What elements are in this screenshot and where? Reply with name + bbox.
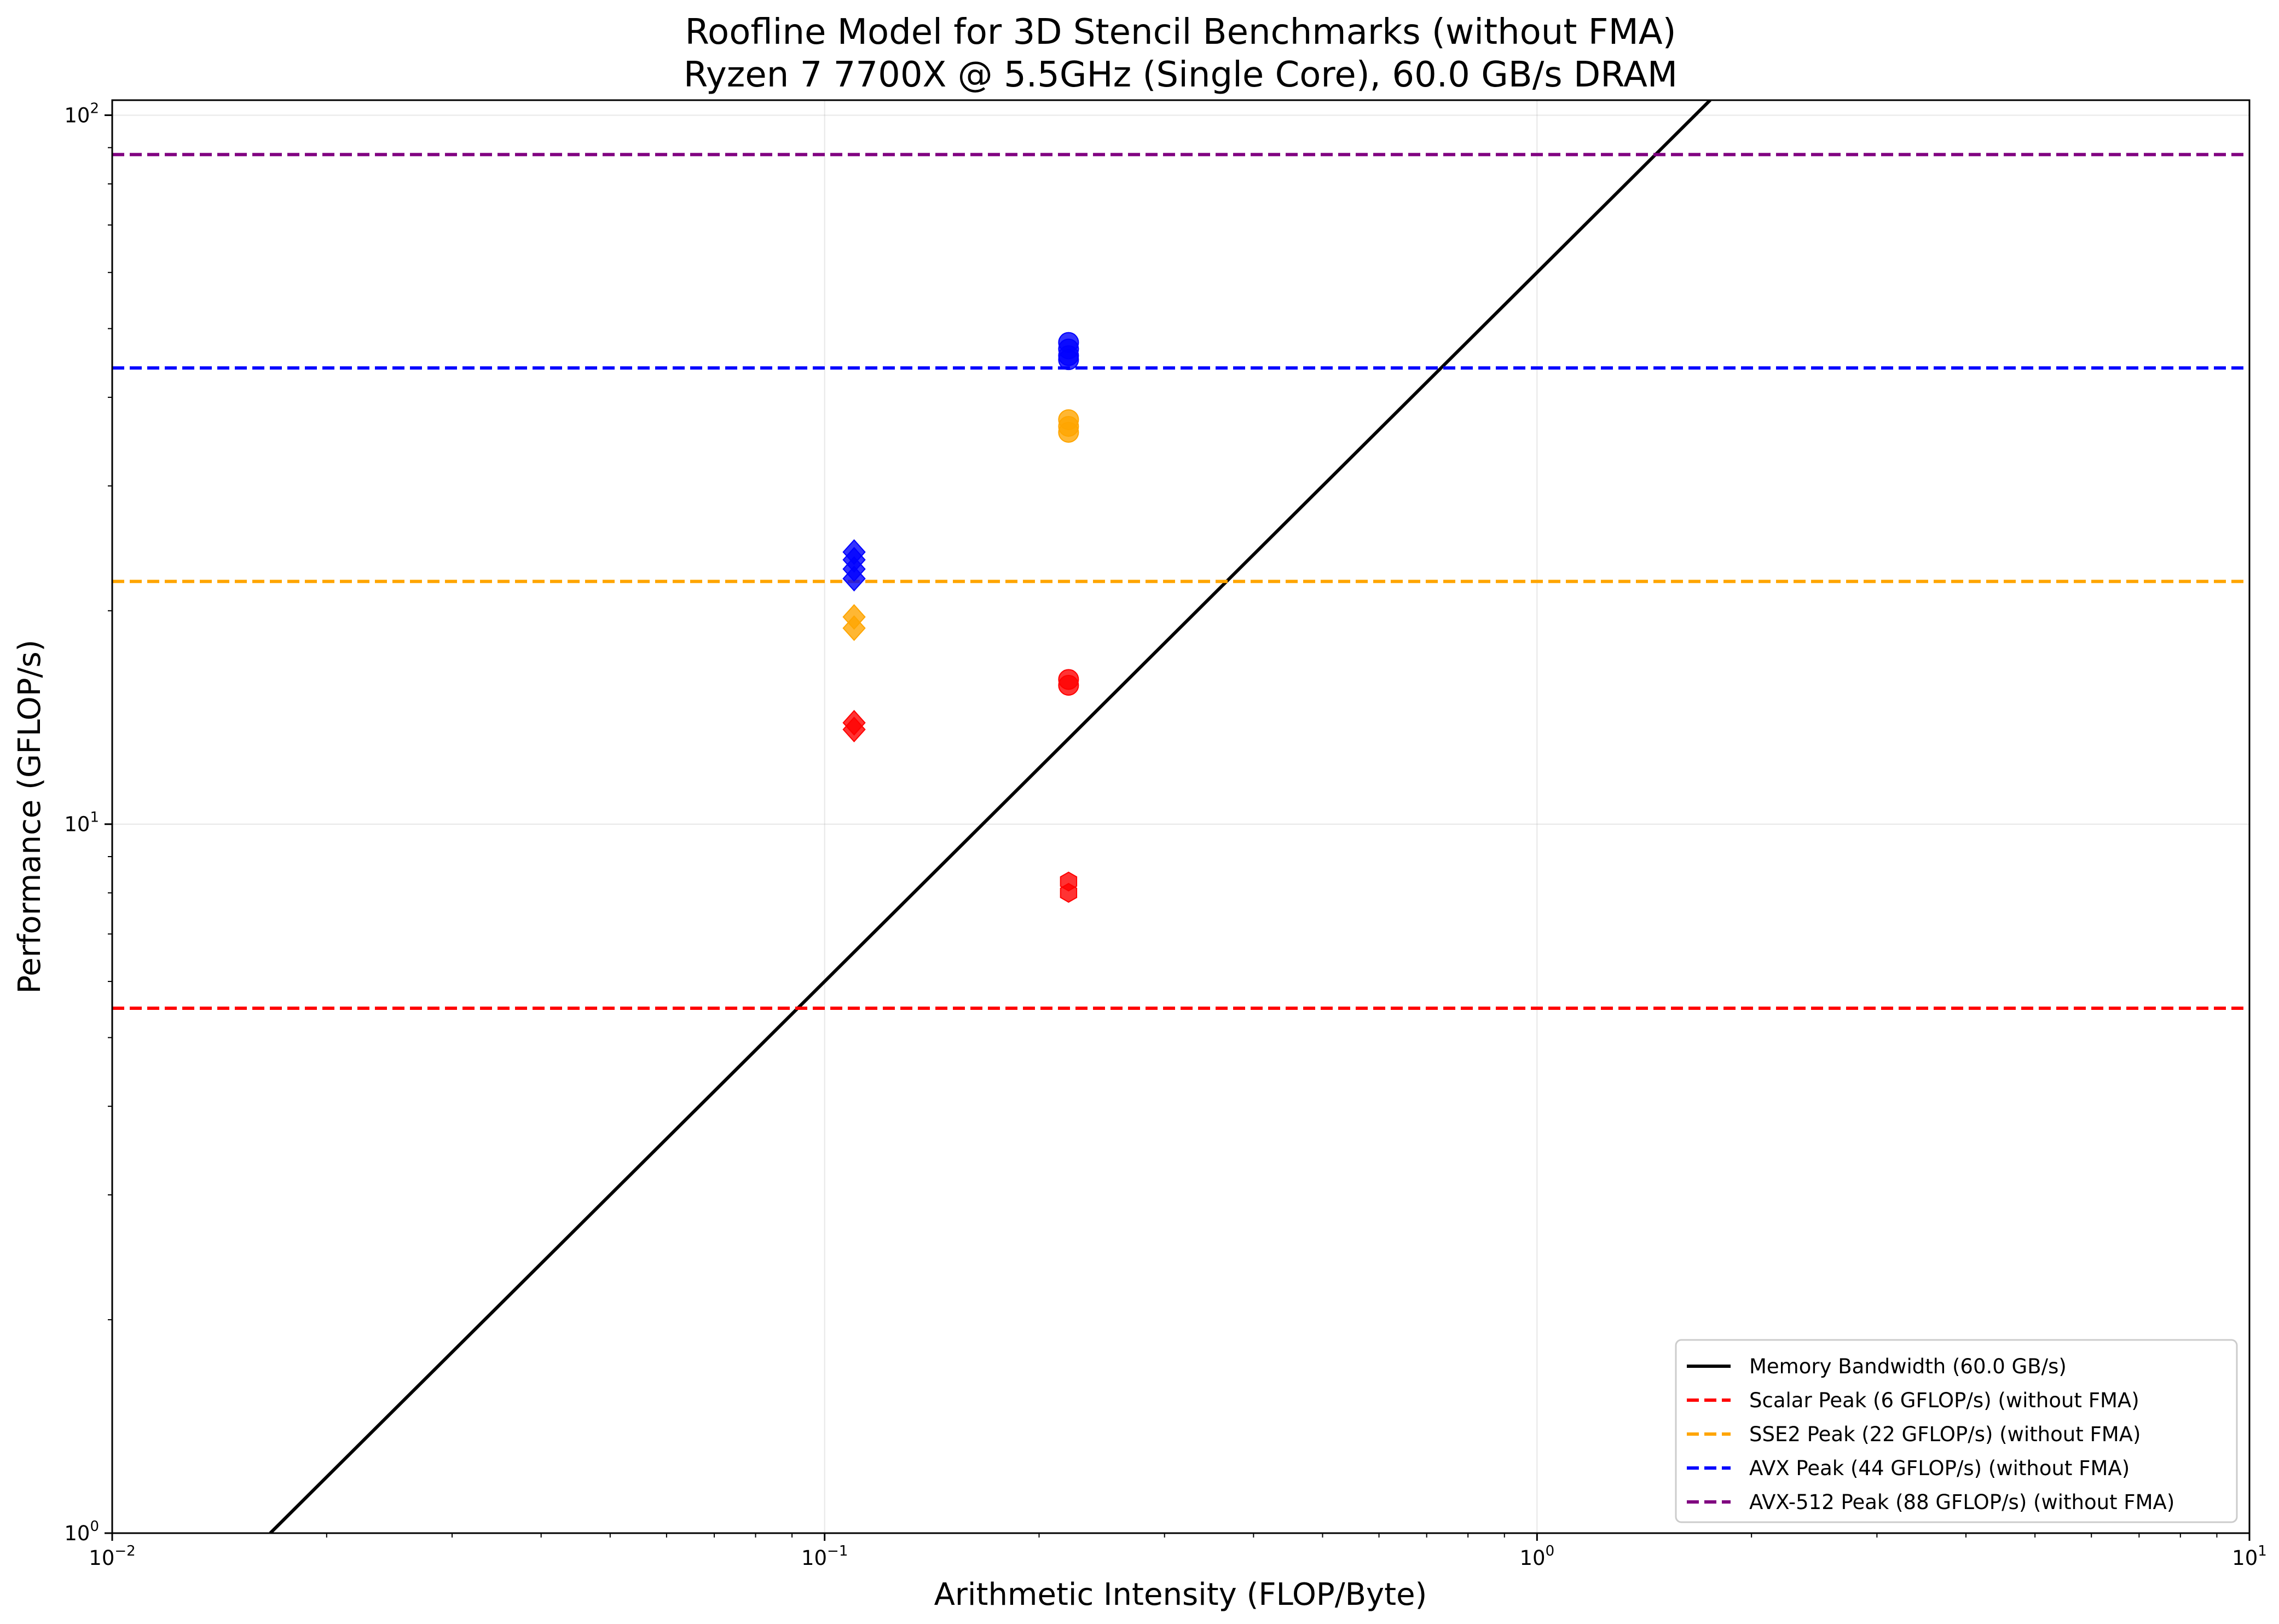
y-tick-label: 101 xyxy=(64,810,99,836)
y-tick-label-base: 10 xyxy=(64,1522,90,1545)
x-axis-label: Arithmetic Intensity (FLOP/Byte) xyxy=(934,1577,1427,1613)
legend-label: AVX Peak (44 GFLOP/s) (without FMA) xyxy=(1749,1457,2130,1480)
data-point-circle xyxy=(1058,349,1079,371)
data-point-circle xyxy=(1058,674,1079,696)
roofline-lines xyxy=(112,100,2249,1533)
plot-area-frame xyxy=(111,99,2251,1534)
x-axis-ticks: 10−2 10−1 100 101 xyxy=(89,1533,2267,1570)
x-tick-label-base: 10 xyxy=(1520,1546,1546,1570)
bandwidth-line xyxy=(269,100,1711,1533)
x-tick-label-exponent: 1 xyxy=(2258,1543,2267,1559)
y-tick-label-exponent: 2 xyxy=(90,100,99,117)
x-tick-label: 100 xyxy=(1520,1543,1555,1570)
x-tick-label-base: 10 xyxy=(89,1546,114,1570)
y-tick-label-base: 10 xyxy=(64,813,90,836)
legend: Memory Bandwidth (60.0 GB/s) Scalar Peak … xyxy=(1675,1339,2238,1523)
legend-label: SSE2 Peak (22 GFLOP/s) (without FMA) xyxy=(1749,1423,2141,1446)
x-tick-label-base: 10 xyxy=(801,1546,827,1570)
benchmark-points xyxy=(842,332,1079,903)
data-point-diamond xyxy=(842,565,866,592)
chart-subtitle: Ryzen 7 7700X @ 5.5GHz (Single Core), 60… xyxy=(684,55,1678,95)
data-point-diamond xyxy=(842,615,866,641)
x-tick-label: 101 xyxy=(2232,1543,2267,1570)
x-tick-label-exponent: 0 xyxy=(1546,1543,1555,1559)
x-tick-label: 10−2 xyxy=(89,1543,135,1570)
data-point-circle xyxy=(1058,421,1079,443)
x-tick-label-exponent: −1 xyxy=(827,1543,848,1559)
y-tick-label-exponent: 0 xyxy=(90,1518,99,1535)
y-tick-label: 102 xyxy=(64,100,99,127)
legend-label: Memory Bandwidth (60.0 GB/s) xyxy=(1749,1355,2067,1378)
x-tick-label-exponent: −2 xyxy=(114,1543,135,1559)
legend-label: AVX-512 Peak (88 GFLOP/s) (without FMA) xyxy=(1749,1490,2174,1514)
y-axis-label: Performance (GFLOP/s) xyxy=(12,639,48,993)
y-tick-label-base: 10 xyxy=(64,103,90,127)
legend-box xyxy=(1675,1339,2238,1523)
y-tick-label-exponent: 1 xyxy=(90,810,99,826)
data-point-diamond xyxy=(842,716,866,743)
data-point-hexagon xyxy=(1060,883,1078,903)
x-tick-label: 10−1 xyxy=(801,1543,848,1570)
chart-title: Roofline Model for 3D Stencil Benchmarks… xyxy=(685,12,1676,53)
legend-label: Scalar Peak (6 GFLOP/s) (without FMA) xyxy=(1749,1389,2139,1412)
y-tick-label: 100 xyxy=(64,1518,99,1545)
x-tick-label-base: 10 xyxy=(2232,1546,2258,1570)
